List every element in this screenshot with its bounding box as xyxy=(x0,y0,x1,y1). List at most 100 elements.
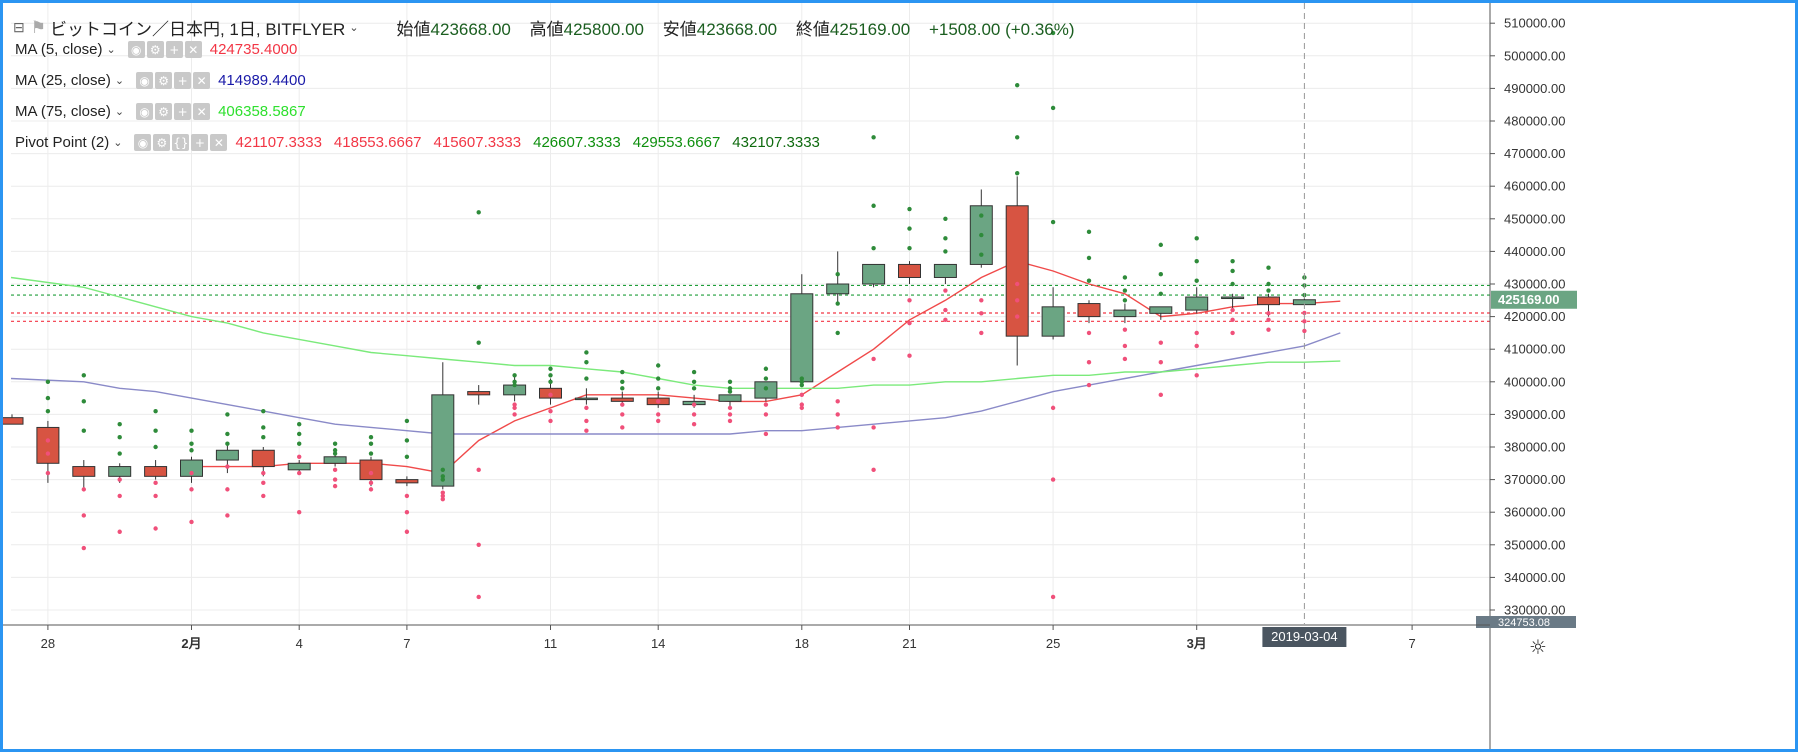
pivot-support-dot xyxy=(871,467,876,473)
eye-icon[interactable]: ◉ xyxy=(127,41,145,58)
gear-icon[interactable]: ⚙ xyxy=(155,103,173,120)
collapse-icon[interactable]: ⊟ xyxy=(13,19,25,35)
indicator-label[interactable]: MA (25, close) xyxy=(15,72,111,89)
pivot-resistance-dot xyxy=(261,408,266,414)
indicator-legend[interactable]: MA (75, close) ⌄ ◉ ⚙ + ✕ 406358.5867 xyxy=(15,103,318,120)
pivot-support-dot xyxy=(1086,360,1092,365)
pivot-resistance-dot xyxy=(512,379,517,384)
close-icon[interactable]: ✕ xyxy=(193,103,211,120)
plus-icon[interactable]: + xyxy=(174,72,192,89)
pivot-resistance-dot xyxy=(1266,281,1271,287)
pivot-resistance-dot xyxy=(548,379,553,384)
time-tick-label: 18 xyxy=(795,636,809,651)
gear-icon[interactable]: ⚙ xyxy=(146,41,164,58)
flag-icon[interactable]: ⚑ xyxy=(30,17,46,37)
eye-icon[interactable]: ◉ xyxy=(136,103,154,120)
candle-body xyxy=(1005,205,1029,337)
pivot-resistance-dot xyxy=(1158,272,1164,277)
moving-average-lines xyxy=(10,260,1341,474)
price-chart[interactable]: 330000.00 340000.00 350000.00 360000.00 3700… xyxy=(3,3,1795,749)
indicator-label[interactable]: MA (5, close) xyxy=(15,41,103,58)
last-price-label: 425169.00 xyxy=(1498,292,1559,307)
pivot-resistance-dot xyxy=(117,435,122,440)
pivot-support-dot xyxy=(440,490,445,495)
pivot-resistance-dot xyxy=(297,421,302,427)
price-tick-label: 460000.00 xyxy=(1504,179,1565,194)
gear-icon[interactable]: ⚙ xyxy=(153,134,171,151)
pivot-support-dot xyxy=(835,399,840,404)
plus-icon[interactable]: + xyxy=(191,134,209,151)
pivot-support-dot xyxy=(189,487,194,492)
price-tick-label: 330000.00 xyxy=(1504,603,1565,618)
pivot-resistance-dot xyxy=(1230,258,1235,264)
time-axis[interactable]: 28 2月 4 7 11 14 18 21 25 3月 7 2019-03-04 ☼ xyxy=(3,624,1547,659)
pivot-resistance-dot xyxy=(1194,236,1199,241)
low-label: 安値 xyxy=(662,20,697,39)
pivot-resistance-dot xyxy=(1015,135,1020,140)
indicator-controls: ◉ ⚙ + ✕ xyxy=(136,103,211,120)
pivot-support-dot xyxy=(1122,356,1128,362)
pivot-support-dot xyxy=(404,529,410,534)
close-icon[interactable]: ✕ xyxy=(210,134,228,151)
candle-body xyxy=(1149,306,1173,314)
indicator-value: 406358.5867 xyxy=(218,103,306,120)
braces-icon[interactable]: {} xyxy=(172,134,190,151)
chevron-down-icon[interactable]: ⌄ xyxy=(113,137,123,149)
price-tick-label: 500000.00 xyxy=(1504,48,1565,63)
candles xyxy=(3,176,1316,490)
price-tick-label: 350000.00 xyxy=(1504,537,1565,552)
pivot-support-dot xyxy=(943,288,948,293)
date-badge xyxy=(1262,627,1347,647)
indicator-legend[interactable]: MA (25, close) ⌄ ◉ ⚙ + ✕ 414989.4400 xyxy=(15,72,318,89)
pivot-support-dot xyxy=(656,418,661,424)
chevron-down-icon[interactable]: ⌄ xyxy=(114,106,125,118)
pivot-support-dot xyxy=(1122,343,1128,349)
pivot-resistance-dot xyxy=(225,441,230,446)
pivot-resistance-dot xyxy=(1122,298,1128,303)
eye-icon[interactable]: ◉ xyxy=(134,134,152,151)
pivot-support-dot xyxy=(979,298,984,303)
last-price-badge xyxy=(1491,290,1577,309)
indicator-label[interactable]: MA (75, close) xyxy=(15,103,111,120)
pivot-resistance-dot xyxy=(799,382,804,388)
time-tick-label: 7 xyxy=(1408,636,1415,651)
pivot-support-dot xyxy=(261,470,266,476)
plus-icon[interactable]: + xyxy=(174,103,192,120)
close-icon[interactable]: ✕ xyxy=(193,72,211,89)
indicator-legend[interactable]: MA (5, close) ⌄ ◉ ⚙ + ✕ 424735.4000 xyxy=(15,41,309,58)
pivot-support-dot xyxy=(1194,330,1199,336)
pivot-resistance-dot xyxy=(799,379,804,384)
pivot-support-dot xyxy=(476,542,481,547)
pivot-support-dot xyxy=(81,487,87,492)
indicator-legend[interactable]: Pivot Point (2) ⌄ ◉ ⚙{} + ✕ 421107.3333 418553.… xyxy=(15,134,832,151)
pivot-support-dot xyxy=(512,412,517,417)
pivot-resistance-dot xyxy=(943,249,948,254)
plus-icon[interactable]: + xyxy=(165,41,183,58)
pivot-resistance-dot xyxy=(404,454,410,459)
pivot-support-dot xyxy=(620,425,625,430)
eye-icon[interactable]: ◉ xyxy=(136,72,154,89)
chevron-down-icon[interactable]: ⌄ xyxy=(114,75,125,87)
pivot-support-dot xyxy=(297,470,302,476)
pivot-resistance-dot xyxy=(656,363,661,368)
close-icon[interactable]: ✕ xyxy=(184,41,202,58)
price-axis[interactable]: 330000.00 340000.00 350000.00 360000.00 3700… xyxy=(1476,3,1795,749)
pivot-resistance-dot xyxy=(656,386,661,391)
indicator-label[interactable]: Pivot Point (2) xyxy=(15,134,110,151)
gear-icon[interactable]: ⚙ xyxy=(155,72,173,89)
chevron-down-icon[interactable]: ⌄ xyxy=(106,44,116,56)
symbol-title[interactable]: ビットコイン／日本円, 1日, BITFLYER xyxy=(49,20,346,39)
settings-gear-icon[interactable]: ☼ xyxy=(1529,635,1547,659)
pivot-resistance-dot xyxy=(1230,281,1235,287)
pivot-support-dot xyxy=(117,477,122,482)
pivot-resistance-dot xyxy=(1086,229,1092,235)
pivot-resistance-dot xyxy=(907,245,912,251)
pivot-resistance-dot xyxy=(440,474,445,479)
low-value: 423668.00 xyxy=(696,20,778,39)
pivot-support-dot xyxy=(1086,330,1092,336)
pivot-resistance-dot xyxy=(1015,170,1020,176)
chevron-down-icon[interactable]: ⌄ xyxy=(349,22,359,34)
pivot-resistance-dot xyxy=(153,428,158,433)
pivot-support-dot xyxy=(943,307,948,313)
